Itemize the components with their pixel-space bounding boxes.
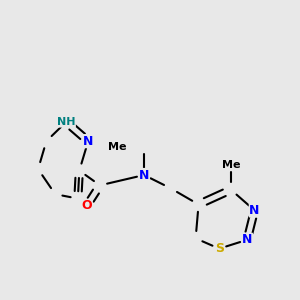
Text: N: N xyxy=(249,204,260,217)
Text: S: S xyxy=(215,242,224,255)
Text: Me: Me xyxy=(222,160,240,170)
Text: Me: Me xyxy=(108,142,127,152)
Text: NH: NH xyxy=(57,117,75,127)
Text: N: N xyxy=(242,233,252,246)
Text: O: O xyxy=(81,200,92,212)
Text: N: N xyxy=(139,169,149,182)
Text: N: N xyxy=(83,135,93,148)
